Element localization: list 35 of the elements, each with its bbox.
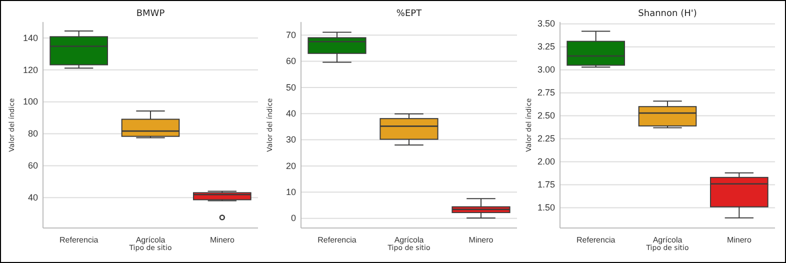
y-tick-label: 40	[28, 192, 38, 203]
y-tick-label: 3.00	[537, 64, 555, 75]
y-tick-label: 80	[28, 128, 38, 139]
x-tick-label: Agrícola	[652, 236, 683, 245]
y-tick-label: 10	[286, 187, 296, 198]
chart-title: %EPT	[396, 9, 422, 19]
y-tick-label: 70	[286, 30, 296, 40]
y-tick-label: 3.25	[537, 42, 555, 52]
x-tick-label: Referencia	[576, 236, 616, 245]
y-tick-label: 60	[28, 160, 38, 171]
x-tick-label: Agrícola	[136, 236, 166, 245]
y-tick-label: 0	[290, 213, 296, 224]
y-tick-label: 60	[286, 56, 296, 66]
y-tick-label: 30	[286, 134, 296, 145]
y-tick-label: 20	[286, 160, 296, 171]
x-tick-label: Referencia	[318, 236, 357, 245]
chart-title: Shannon (H')	[638, 9, 697, 19]
y-tick-label: 2.50	[537, 110, 555, 121]
y-tick-label: 50	[286, 82, 296, 92]
y-tick-label: 2.00	[537, 156, 555, 167]
x-tick-label: Minero	[468, 236, 494, 245]
x-tick-label: Agrícola	[394, 236, 424, 245]
y-tick-label: 3.50	[537, 18, 555, 29]
y-tick-label: 100	[22, 96, 38, 107]
y-tick-label: 140	[22, 32, 38, 43]
y-tick-label: 1.75	[537, 180, 555, 190]
x-tick-label: Referencia	[59, 236, 99, 245]
y-tick-label: 2.75	[537, 88, 555, 98]
y-tick-label: 120	[22, 64, 38, 75]
x-tick-label: Minero	[210, 236, 235, 245]
y-tick-label: 2.25	[537, 134, 555, 144]
chart-title: BMWP	[136, 9, 166, 19]
y-tick-label: 1.50	[537, 202, 555, 213]
y-tick-label: 40	[286, 108, 296, 118]
x-tick-label: Minero	[726, 236, 752, 245]
